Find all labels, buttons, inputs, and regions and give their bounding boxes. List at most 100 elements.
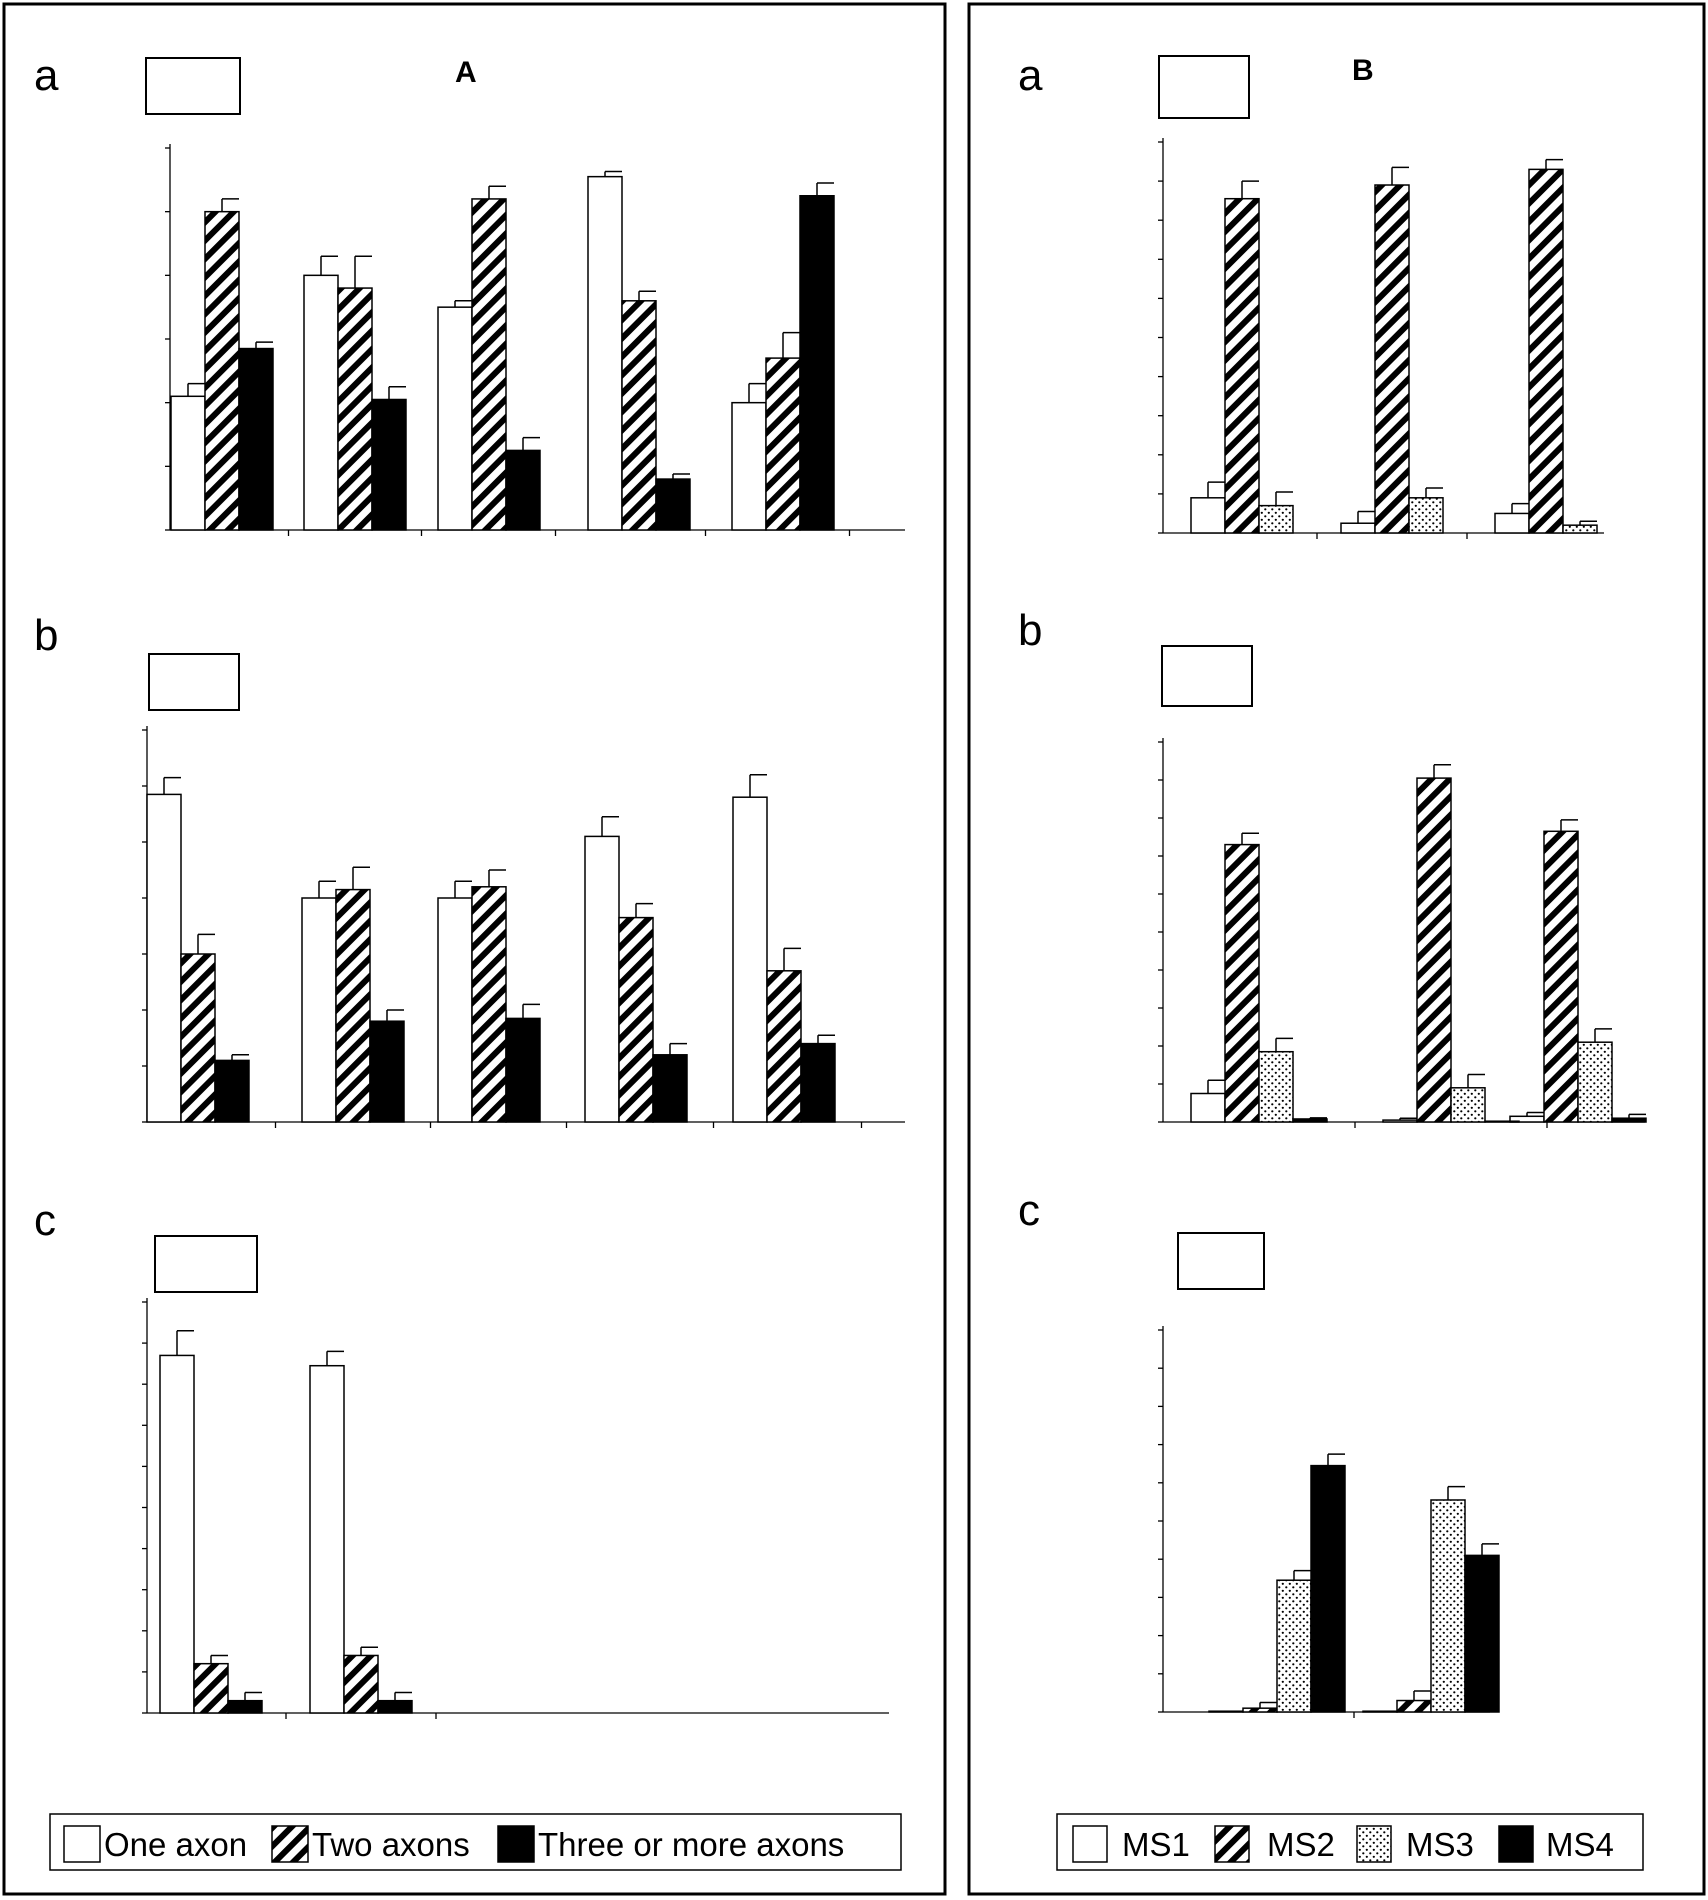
chart-A-b (142, 653, 905, 1128)
chart-B-a (1158, 55, 1604, 539)
bar-one-axon (732, 796, 768, 1123)
subpanel-letter-B-a: a (1018, 51, 1043, 100)
bar-three-or-more-axons (505, 449, 541, 531)
bar-two-axons (335, 888, 371, 1123)
bar-ms1 (1208, 1710, 1244, 1713)
legend-label-ms1: MS1 (1122, 1826, 1190, 1863)
bar-one-axon (437, 897, 473, 1123)
bar-two-axons (621, 300, 657, 531)
subpanel-letter-B-c: c (1018, 1186, 1040, 1235)
bar-three-or-more-axons (799, 195, 835, 531)
bar-two-axons (193, 1662, 229, 1714)
legend-right: MS1 MS2 MS3 MS4 (1056, 1813, 1644, 1871)
bar-ms3 (1258, 1050, 1294, 1123)
subpanel-letter-A-a: a (34, 51, 59, 100)
bar-one-axon (159, 1354, 195, 1714)
bar-three-or-more-axons (369, 1020, 405, 1123)
legend-label-ms2: MS2 (1267, 1826, 1335, 1863)
bar-ms4 (1464, 1554, 1500, 1713)
bar-ms2 (1242, 1707, 1278, 1713)
bar-ms1 (1494, 512, 1530, 534)
legend-label-one-axon: One axon (104, 1826, 247, 1863)
legend-swatch-one-axon (63, 1825, 101, 1863)
bar-three-or-more-axons (214, 1059, 250, 1123)
legend-left-box (49, 1813, 902, 1871)
bar-ms4 (1310, 1464, 1346, 1713)
bar-three-or-more-axons (505, 1017, 541, 1123)
chart-title-box (145, 57, 241, 115)
panel-B-frame (967, 2, 1706, 1896)
bar-one-axon (731, 401, 767, 531)
bar-ms2 (1374, 184, 1410, 534)
bar-one-axon (303, 274, 339, 531)
bar-ms3 (1562, 524, 1598, 534)
bar-ms3 (1258, 504, 1294, 534)
bar-ms1 (1362, 1710, 1398, 1713)
chart-title-box (1161, 645, 1253, 707)
chart-title-box (148, 653, 240, 711)
bar-ms3 (1430, 1499, 1466, 1713)
legend-right-box (1056, 1813, 1644, 1871)
bar-ms2 (1224, 197, 1260, 534)
panel-label-B: B (1352, 54, 1374, 87)
legend-label-ms3: MS3 (1406, 1826, 1474, 1863)
bar-one-axon (309, 1364, 345, 1714)
bar-three-or-more-axons (371, 398, 407, 531)
panel-A-frame (2, 2, 947, 1896)
bar-ms2 (1396, 1699, 1432, 1713)
bar-three-or-more-axons (377, 1699, 413, 1714)
bar-two-axons (765, 357, 801, 531)
legend-swatch-ms3 (1356, 1825, 1392, 1863)
bar-one-axon (301, 897, 337, 1123)
chart-A-c (142, 1235, 889, 1719)
bar-ms2 (1528, 168, 1564, 534)
chart-B-c (1158, 1232, 1500, 1718)
bar-two-axons (766, 970, 802, 1123)
bar-two-axons (471, 198, 507, 531)
legend-swatch-ms2 (1214, 1825, 1250, 1863)
bar-one-axon (437, 306, 473, 531)
chart-title-box (154, 1235, 258, 1293)
bar-one-axon (584, 835, 620, 1123)
bar-two-axons (204, 210, 240, 531)
chart-title-box (1158, 55, 1250, 119)
bar-ms1 (1340, 522, 1376, 534)
bar-ms4 (1484, 1120, 1520, 1123)
bar-ms2 (1543, 830, 1579, 1123)
subpanel-letter-B-b: b (1018, 606, 1042, 655)
bar-two-axons (337, 287, 373, 531)
chart-title-box (1177, 1232, 1265, 1290)
bar-ms3 (1408, 497, 1444, 534)
legend-left: One axon Two axons Three or more axons (49, 1813, 902, 1871)
bar-three-or-more-axons (652, 1054, 688, 1123)
legend-label-two-axons: Two axons (312, 1826, 470, 1863)
legend-label-ms4: MS4 (1546, 1826, 1614, 1863)
bar-ms4 (1292, 1118, 1328, 1123)
bar-ms2 (1224, 843, 1260, 1123)
bar-three-or-more-axons (238, 347, 274, 531)
bar-ms3 (1577, 1041, 1613, 1123)
bar-one-axon (146, 793, 182, 1123)
legend-swatch-ms4 (1498, 1825, 1534, 1863)
bar-two-axons (343, 1654, 379, 1714)
chart-B-b (1158, 645, 1647, 1128)
bar-three-or-more-axons (655, 478, 691, 531)
bar-one-axon (170, 395, 206, 531)
panel-label-A: A (455, 56, 477, 89)
bar-two-axons (618, 916, 654, 1123)
chart-A-a (145, 57, 905, 536)
bar-ms4 (1611, 1117, 1647, 1123)
bar-ms1 (1190, 1092, 1226, 1123)
bar-ms3 (1450, 1087, 1486, 1123)
bar-ms1 (1382, 1119, 1418, 1123)
legend-swatch-ms1 (1072, 1825, 1108, 1863)
legend-swatch-three-axons (497, 1825, 535, 1863)
legend-swatch-two-axons (271, 1825, 309, 1863)
bar-three-or-more-axons (227, 1699, 263, 1714)
bar-two-axons (180, 953, 216, 1123)
bar-ms1 (1190, 497, 1226, 534)
bar-ms3 (1276, 1579, 1312, 1713)
bar-three-or-more-axons (800, 1042, 836, 1123)
subpanel-letter-A-b: b (34, 611, 58, 660)
